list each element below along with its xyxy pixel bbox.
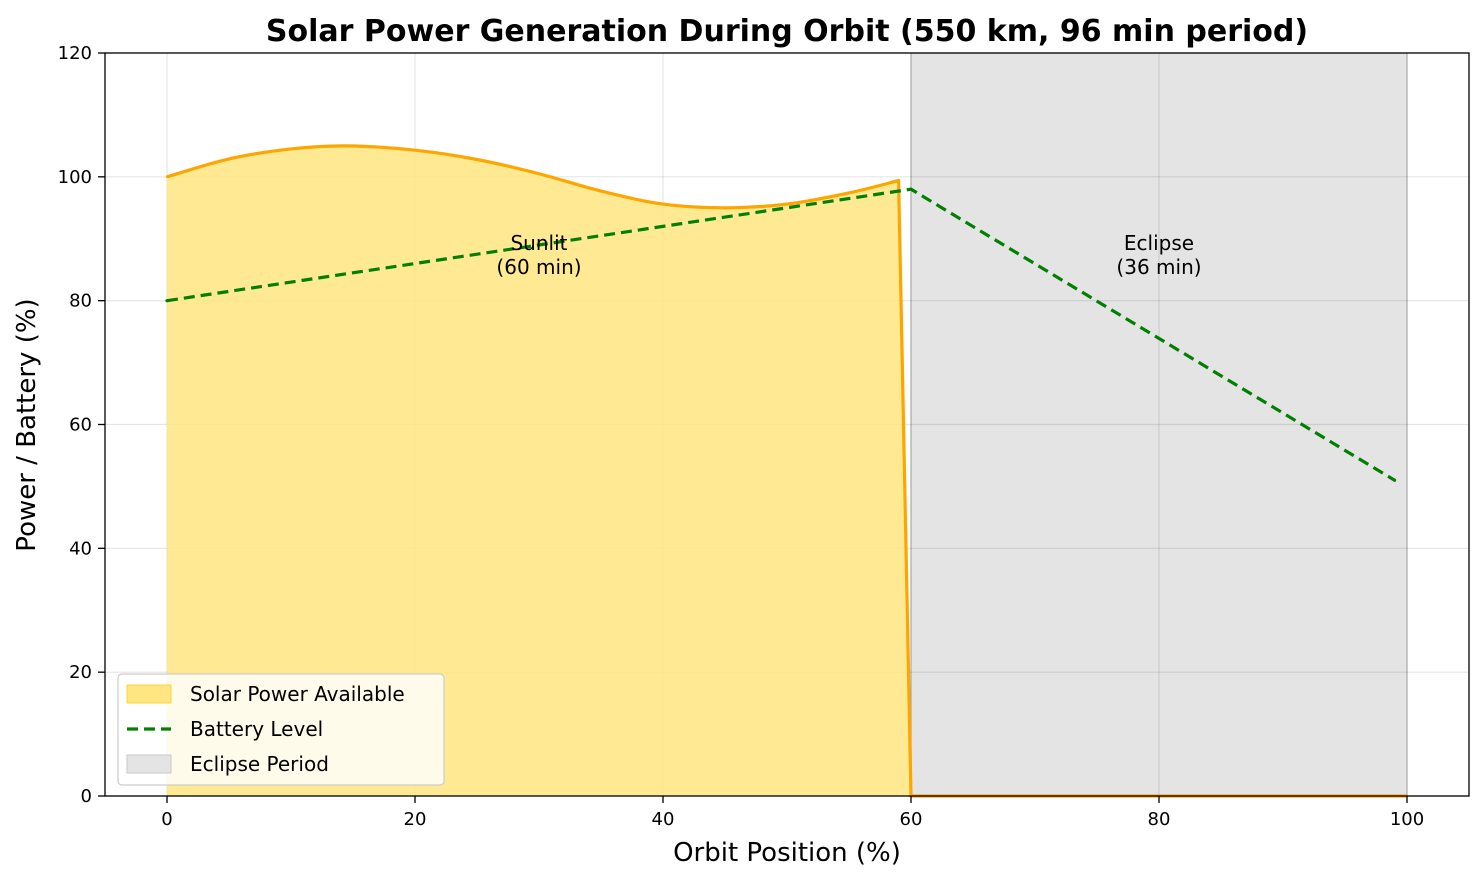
annotations-layer: Sunlit(60 min) Eclipse(36 min) <box>496 231 1201 279</box>
solar-power-point <box>413 149 417 152</box>
x-tick-label: 80 <box>1148 809 1171 830</box>
legend-swatch <box>126 684 172 704</box>
y-tick-label: 20 <box>69 662 92 683</box>
y-tick-label: 0 <box>81 786 92 807</box>
y-tick-label: 60 <box>69 415 92 436</box>
solar-power-point <box>289 147 293 151</box>
x-tick-label: 40 <box>652 809 675 830</box>
solar-power-point <box>897 179 900 182</box>
y-tick-label: 100 <box>58 167 92 188</box>
series-layer <box>165 144 1409 798</box>
y-tick-label: 120 <box>58 43 92 64</box>
chart-title: Solar Power Generation During Orbit (550… <box>266 14 1308 49</box>
annotation-duration: (36 min) <box>1116 255 1201 279</box>
solar-power-point <box>723 206 727 209</box>
annotation-title: Eclipse <box>1124 231 1194 255</box>
legend-label: Eclipse Period <box>190 752 329 776</box>
legend-box <box>117 673 445 786</box>
legend-label: Solar Power Available <box>190 682 405 706</box>
x-tick-label: 0 <box>161 809 172 830</box>
annotation-title: Sunlit <box>510 231 567 255</box>
legend: Solar Power Available Battery Level Eclips… <box>117 673 445 786</box>
battery-level-point <box>1393 478 1397 482</box>
x-axis-label: Orbit Position (%) <box>673 838 901 868</box>
legend-label: Battery Level <box>190 717 323 741</box>
solar-power-point <box>165 175 169 179</box>
solar-power-point <box>847 191 851 195</box>
solar-power-point <box>785 202 789 206</box>
battery-level-point <box>165 299 169 303</box>
y-axis-label: Power / Battery (%) <box>12 298 42 551</box>
y-tick-label: 40 <box>69 538 92 559</box>
x-tick-label: 20 <box>404 809 427 830</box>
x-tick-label: 60 <box>900 809 923 830</box>
solar-power-area <box>167 145 911 797</box>
battery-level-point <box>909 187 913 191</box>
eclipse-region <box>911 53 1407 796</box>
x-tick-label: 100 <box>1390 809 1424 830</box>
solar-power-point <box>661 202 665 206</box>
eclipse-region-layer <box>910 53 1408 796</box>
solar-power-point <box>227 157 231 161</box>
solar-power-point <box>599 189 603 193</box>
solar-power-point <box>345 144 348 148</box>
annotation-duration: (60 min) <box>496 255 581 279</box>
solar-power-point <box>475 158 479 161</box>
legend-swatch <box>126 754 172 774</box>
ticks-layer: 0 20 40 60 80 100 0 20 40 60 80 100 120 <box>58 43 1425 830</box>
y-tick-label: 80 <box>69 291 92 312</box>
solar-power-point <box>537 172 541 175</box>
